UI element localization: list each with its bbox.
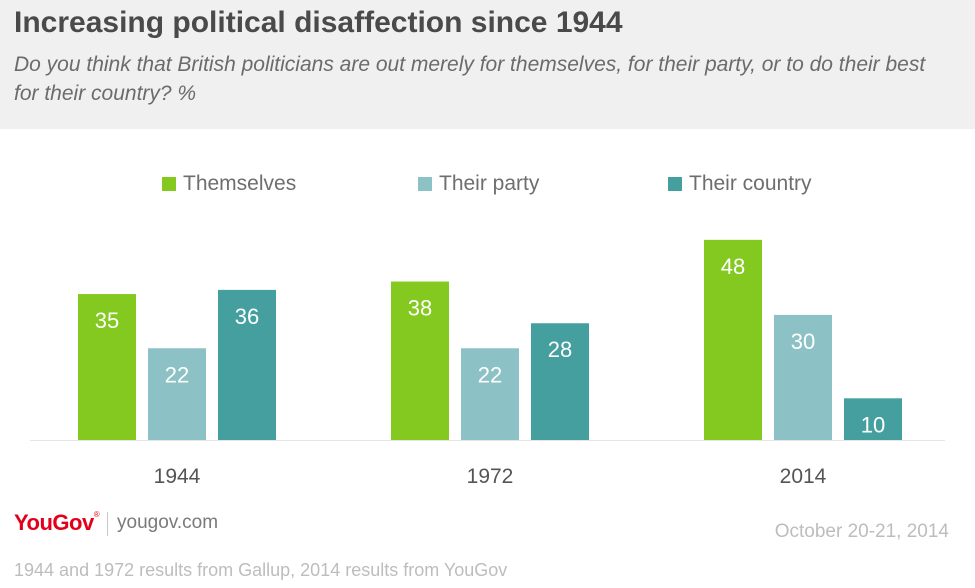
bar-1972-their-party: [461, 348, 519, 440]
footer-site-link[interactable]: yougov.com: [117, 512, 219, 533]
legend-swatch-themselves: [162, 177, 176, 191]
legend-swatch-their-country: [668, 177, 682, 191]
data-label-1972-their-party: 22: [478, 362, 502, 387]
bar-1972-themselves: [391, 281, 449, 440]
data-label-1944-their-party: 22: [165, 362, 189, 387]
data-label-1972-their-country: 28: [548, 337, 572, 362]
legend-swatch-their-party: [418, 177, 432, 191]
footer-divider: [107, 512, 108, 536]
legend-label-their-party: Their party: [439, 172, 540, 195]
data-label-1944-their-country: 36: [235, 304, 259, 329]
source-note: 1944 and 1972 results from Gallup, 2014 …: [14, 560, 508, 580]
legend-label-themselves: Themselves: [183, 172, 297, 195]
bar-2014-their-country: [844, 398, 902, 440]
x-tick-label-2014: 2014: [780, 465, 827, 488]
legend-label-their-country: Their country: [689, 172, 812, 195]
data-label-1972-themselves: 38: [408, 296, 432, 321]
bar-2014-their-party: [774, 314, 832, 440]
bar-1944-their-party: [148, 348, 206, 440]
x-tick-label-1972: 1972: [467, 465, 514, 488]
header-band: Increasing political disaffection since …: [0, 0, 975, 129]
logo-text: YouGov: [14, 510, 94, 535]
survey-date: October 20-21, 2014: [774, 521, 949, 542]
data-label-2014-themselves: 48: [721, 254, 745, 279]
data-label-2014-their-party: 30: [791, 329, 815, 354]
bar-2014-themselves: [704, 239, 762, 440]
legend-item-themselves: Themselves: [162, 172, 296, 196]
legend: Themselves Their party Their country: [0, 172, 975, 202]
bar-1944-themselves: [78, 294, 136, 440]
bar-1944-their-country: [218, 289, 276, 440]
chart-subtitle: Do you think that British politicians ar…: [14, 53, 926, 105]
bar-chart: 35 22 36 1944 38 22 28 1972 48 30 10 2014: [30, 239, 945, 488]
data-label-1944-themselves: 35: [95, 308, 119, 333]
x-tick-label-1944: 1944: [154, 465, 201, 488]
bar-1972-their-country: [531, 323, 589, 440]
legend-item-their-party: Their party: [418, 172, 539, 196]
legend-item-their-country: Their country: [668, 172, 812, 196]
chart-title: Increasing political disaffection since …: [14, 6, 623, 39]
data-label-2014-their-country: 10: [861, 412, 885, 437]
yougov-logo: YouGov®: [14, 510, 100, 536]
trademark-mark: ®: [93, 510, 100, 519]
